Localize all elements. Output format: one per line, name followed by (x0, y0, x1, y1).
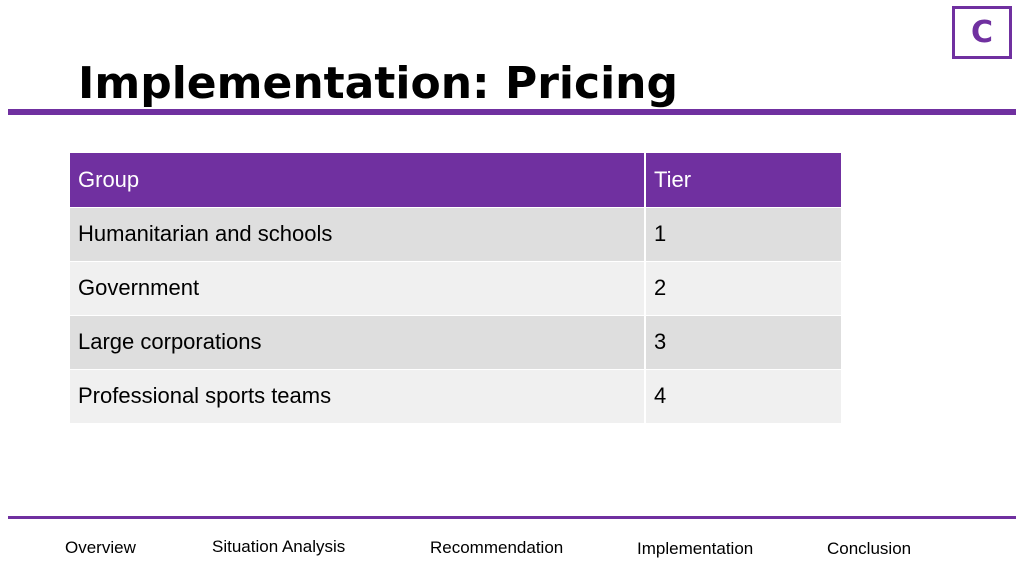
nav-link-conclusion[interactable]: Conclusion (827, 539, 912, 558)
table-row: Professional sports teams 4 (70, 368, 841, 423)
table-header-row: Group Tier (70, 153, 841, 208)
nav-link-implementation[interactable]: Implementation (637, 539, 754, 558)
pricing-table: Group Tier Humanitarian and schools 1 Go… (70, 153, 841, 423)
tier-cell: 3 (645, 314, 841, 369)
group-cell: Government (70, 260, 646, 315)
slide-title: Implementation: Pricing (78, 58, 678, 109)
table-row: Humanitarian and schools 1 (70, 206, 841, 261)
nav-link-recommendation[interactable]: Recommendation (430, 538, 564, 557)
nav-link-overview[interactable]: Overview (65, 538, 136, 557)
nav-link-situation-analysis[interactable]: Situation Analysis (212, 537, 346, 556)
column-header-tier: Tier (645, 153, 841, 208)
group-cell: Professional sports teams (70, 368, 646, 423)
group-cell: Humanitarian and schools (70, 206, 646, 261)
tier-cell: 2 (645, 260, 841, 315)
footer-divider (8, 516, 1016, 519)
column-header-group: Group (70, 153, 646, 208)
table-row: Large corporations 3 (70, 314, 841, 369)
table-row: Government 2 (70, 260, 841, 315)
title-divider (8, 109, 1016, 115)
tier-cell: 4 (645, 368, 841, 423)
logo-badge: C (952, 6, 1012, 59)
logo-letter: C (970, 15, 994, 50)
tier-cell: 1 (645, 206, 841, 261)
group-cell: Large corporations (70, 314, 646, 369)
